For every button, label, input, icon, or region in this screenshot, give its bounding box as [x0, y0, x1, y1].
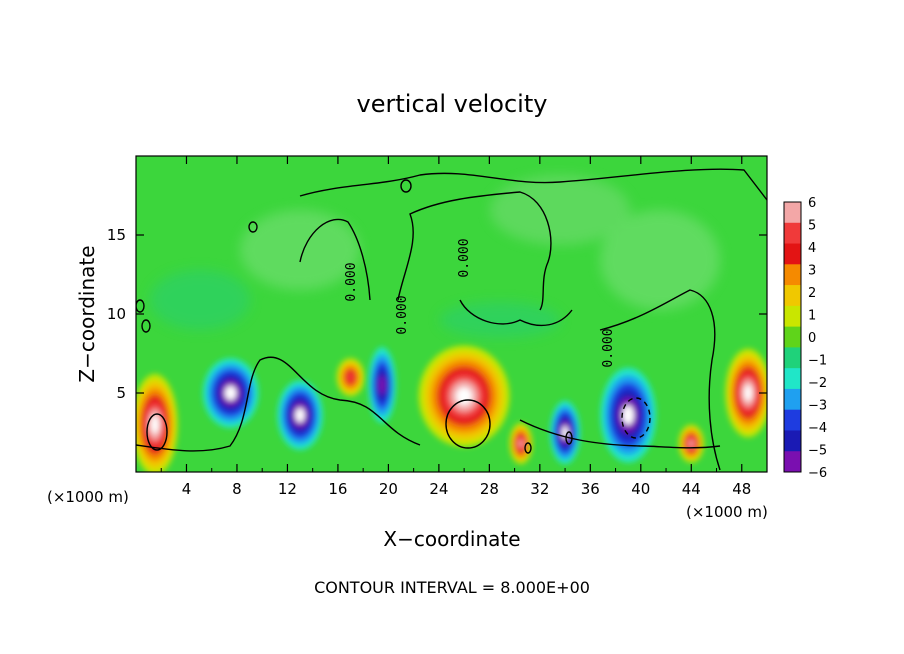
y-tick-label: 15: [107, 226, 126, 244]
heatmap-area: 0.000 0.000 0.000 0.000: [136, 156, 767, 472]
colorbar-swatch: [784, 451, 801, 473]
chart-title: vertical velocity: [357, 90, 548, 118]
x-tick-label: 36: [581, 480, 600, 498]
x-tick-label: 20: [379, 480, 398, 498]
downdraft-level-5: [295, 407, 305, 423]
downdraft-cell: [202, 358, 259, 428]
y-tick-label: 5: [116, 384, 126, 402]
upper-texture: [150, 175, 720, 338]
x-tick-label: 24: [429, 480, 448, 498]
zero-contours: [136, 168, 767, 471]
colorbar-swatch: [784, 347, 801, 369]
contour-label: 0.000: [601, 328, 616, 367]
colorbar-swatch: [784, 305, 801, 328]
updraft-level-5: [518, 439, 524, 448]
colorbar: 6 5 4 3 2 1 0 −1 −2 −3 −4 −5 −6: [783, 196, 827, 481]
downdraft-cell: [600, 367, 656, 463]
updraft-level-6: [150, 415, 159, 434]
colorbar-swatch: [784, 243, 801, 265]
contour-label: 0.000: [344, 262, 359, 301]
downdraft-cell: [549, 400, 581, 465]
x-tick-label: 40: [631, 480, 650, 498]
downdraft-cell: [277, 380, 323, 450]
x-tick-label: 48: [732, 480, 751, 498]
x-tick-label: 32: [530, 480, 549, 498]
colorbar-label: 0: [808, 331, 816, 346]
x-axis: 4 8 12 16 20 24 28 32 36 40 44 48: [160, 156, 751, 498]
contour-labels: 0.000 0.000 0.000 0.000: [344, 238, 616, 367]
y-axis-label: Z−coordinate: [75, 245, 99, 382]
x-unit-right: (×1000 m): [686, 503, 768, 521]
colorbar-swatch: [784, 264, 801, 286]
x-tick-label: 12: [278, 480, 297, 498]
y-axis: 5 10 15: [107, 226, 767, 402]
colorbar-swatch: [784, 285, 801, 307]
downdraft-level-5: [224, 385, 237, 401]
updraft-cell: [678, 424, 704, 463]
colorbar-label: −3: [808, 399, 827, 414]
contour-label: 0.000: [457, 238, 472, 277]
x-tick-label: 4: [182, 480, 192, 498]
x-tick-label: 16: [328, 480, 347, 498]
colorbar-label: −1: [808, 354, 827, 369]
x-axis-label: X−coordinate: [383, 527, 520, 551]
colorbar-label: −5: [808, 444, 827, 459]
colorbar-swatch: [784, 409, 801, 431]
downdraft-level-5: [622, 405, 634, 425]
colorbar-label: 6: [808, 196, 816, 211]
colorbar-swatch: [784, 222, 801, 245]
colorbar-label: 2: [808, 286, 816, 301]
colorbar-label: 4: [808, 241, 816, 256]
colorbar-label: −6: [808, 466, 827, 481]
contour-label: 0.000: [395, 295, 410, 334]
colorbar-frame: [783, 201, 802, 473]
x-tick-label: 28: [480, 480, 499, 498]
colorbar-swatch: [784, 368, 801, 390]
updraft-level-5: [688, 439, 694, 448]
downdraft-cell: [368, 347, 396, 424]
updraft-cell: [136, 374, 178, 472]
colorbar-swatch: [784, 388, 801, 411]
x-tick-label: 8: [232, 480, 242, 498]
updraft-level-4: [347, 372, 354, 382]
updraft-cell: [418, 345, 510, 447]
colorbar-label: 1: [808, 309, 816, 324]
colorbar-label: 5: [808, 219, 816, 234]
y-tick-label: 10: [107, 305, 126, 323]
updraft-cell: [725, 348, 767, 438]
updraft-cell: [336, 358, 365, 397]
colorbar-swatch: [784, 326, 801, 348]
x-unit-left: (×1000 m): [47, 488, 129, 506]
updraft-level-6: [744, 385, 753, 401]
colorbar-swatch: [784, 202, 801, 224]
colorbar-label: −4: [808, 421, 827, 436]
x-tick-label: 44: [682, 480, 701, 498]
colorbar-label: 3: [808, 264, 816, 279]
downdraft-level-4: [378, 375, 386, 395]
contour-interval-note: CONTOUR INTERVAL = 8.000E+00: [314, 578, 590, 597]
colorbar-label: −2: [808, 376, 827, 391]
colorbar-swatch: [784, 430, 801, 452]
